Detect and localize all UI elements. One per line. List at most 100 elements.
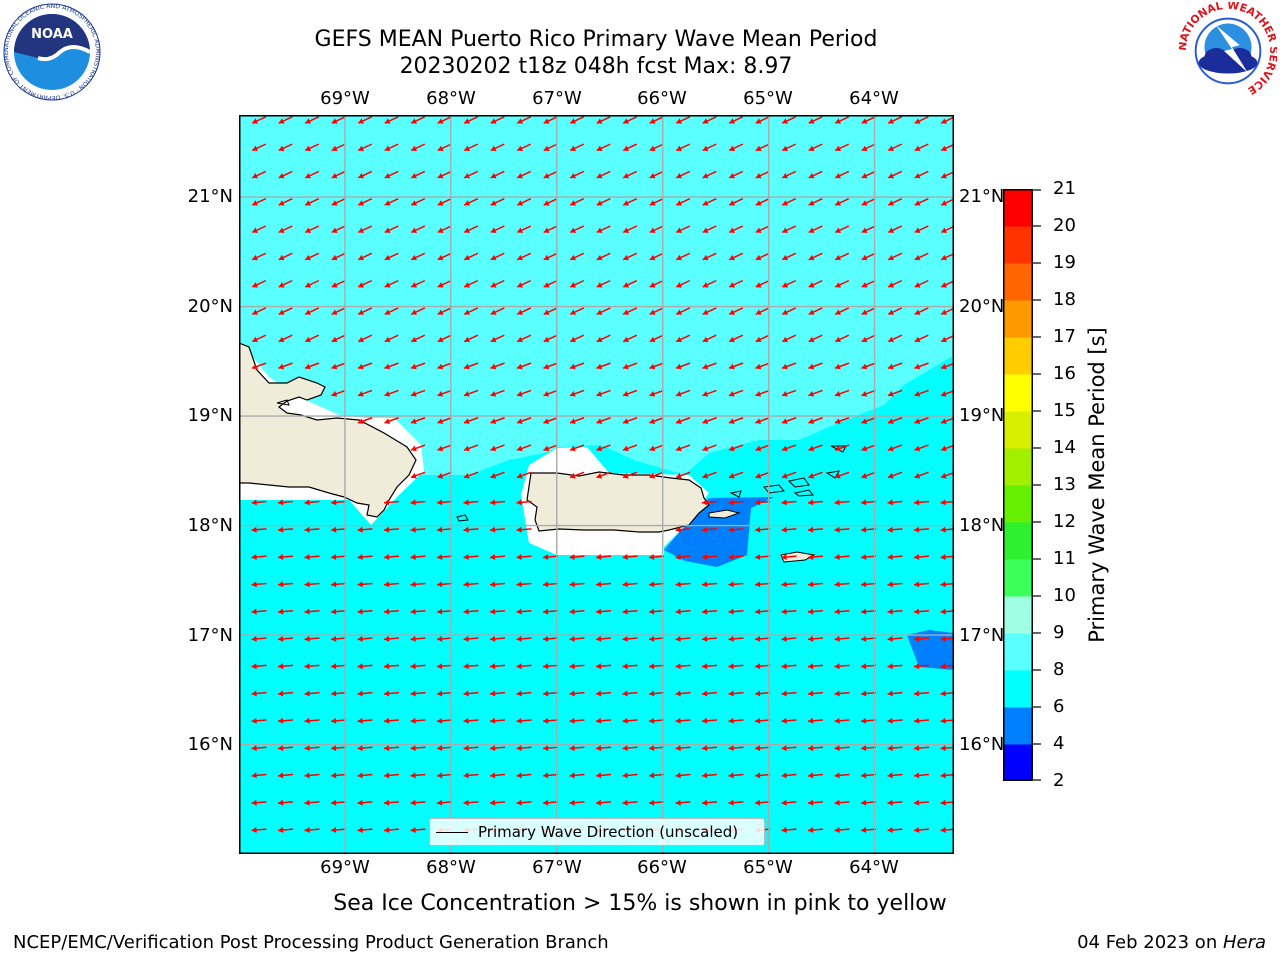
wave-arrow [384, 225, 399, 234]
wave-arrow [807, 827, 824, 834]
wave-arrow [596, 307, 611, 315]
wave-arrow [437, 170, 452, 179]
wave-arrow [728, 116, 744, 124]
wave-arrow [834, 279, 850, 288]
wave-arrow [781, 116, 797, 124]
wave-arrow [675, 198, 691, 206]
colorbar-segment [1003, 596, 1033, 634]
wave-arrow [304, 170, 320, 179]
wave-arrow [807, 581, 824, 588]
wave-arrow [834, 444, 850, 452]
colorbar-tick-label: 8 [1053, 659, 1065, 680]
wave-arrow [437, 143, 452, 152]
wave-arrow [569, 471, 585, 479]
wave-arrow [383, 554, 400, 561]
wave-arrow [807, 554, 824, 561]
wave-arrow [383, 799, 400, 806]
wave-arrow [675, 252, 691, 261]
wave-arrow [569, 690, 585, 697]
wave-arrow [595, 581, 612, 588]
wave-arrow [463, 170, 479, 179]
wave-arrow [596, 116, 611, 124]
map-legend: Primary Wave Direction (unscaled) [429, 818, 765, 846]
wave-arrow [914, 307, 929, 315]
wave-arrow [728, 554, 744, 561]
colorbar-tick-label: 11 [1053, 548, 1076, 569]
wave-arrow [278, 334, 293, 343]
wave-arrow [596, 389, 611, 397]
wave-arrow [887, 170, 903, 179]
wave-arrow [516, 116, 532, 124]
wave-arrow [781, 362, 797, 370]
wave-arrow [277, 499, 294, 506]
wave-arrow [754, 499, 771, 506]
colorbar-segment [1003, 522, 1033, 560]
wave-arrow [702, 116, 717, 124]
wave-arrow [675, 307, 691, 315]
wave-arrow [410, 745, 426, 752]
wave-arrow [702, 417, 717, 424]
wave-arrow [808, 471, 823, 479]
wave-arrow [489, 799, 506, 806]
wave-arrow [251, 581, 267, 588]
wave-arrow [410, 581, 426, 588]
wave-arrow [754, 554, 771, 561]
wave-arrow [861, 116, 876, 124]
wave-arrow [887, 444, 903, 452]
lat-tick-right: 17°N [959, 625, 1005, 646]
wave-arrow [251, 170, 267, 179]
wave-arrow [543, 170, 558, 179]
wave-arrow [516, 471, 532, 479]
wave-arrow [648, 690, 665, 697]
lat-tick-left: 20°N [187, 296, 233, 317]
wave-arrow [702, 279, 717, 288]
wave-arrow [887, 471, 903, 479]
wave-arrow [490, 198, 505, 206]
wave-arrow [437, 198, 452, 206]
wave-arrow [622, 307, 638, 315]
wave-arrow [834, 417, 850, 424]
wave-arrow [754, 690, 771, 697]
wave-arrow [755, 198, 770, 206]
wave-arrow [331, 198, 346, 206]
wave-arrow [304, 116, 320, 124]
wave-arrow [490, 279, 505, 288]
wave-arrow [649, 389, 664, 397]
wave-arrow [754, 772, 771, 779]
wave-period-map [239, 115, 954, 854]
wave-arrow [383, 663, 400, 670]
wave-arrow [808, 389, 823, 397]
wave-arrow [595, 772, 612, 779]
wave-arrow [834, 608, 850, 615]
wave-arrow [914, 471, 929, 479]
wave-arrow [834, 799, 850, 806]
wave-arrow [277, 663, 294, 670]
wave-arrow [861, 389, 876, 397]
wave-arrow [728, 252, 744, 261]
wave-arrow [675, 279, 691, 288]
wave-arrow [330, 745, 347, 752]
wave-arrow [251, 116, 267, 124]
wave-arrow [251, 143, 267, 152]
wave-arrow [702, 389, 717, 397]
sea-ice-caption: Sea Ice Concentration > 15% is shown in … [333, 891, 947, 916]
wave-arrow [702, 334, 717, 343]
wave-arrow [463, 334, 479, 343]
colorbar-segment [1003, 448, 1033, 486]
wave-arrow [516, 143, 532, 152]
wave-arrow [781, 772, 797, 779]
wave-arrow [755, 362, 770, 370]
wave-arrow [277, 827, 294, 834]
wave-arrow [357, 417, 373, 424]
wave-arrow [887, 581, 903, 588]
wave-arrow [807, 772, 824, 779]
wave-arrow [860, 499, 877, 506]
wave-arrow [330, 799, 347, 806]
legend-line-swatch [436, 831, 468, 833]
wave-arrow [278, 116, 293, 124]
colorbar-tick-label: 4 [1053, 733, 1065, 754]
wave-arrow [331, 279, 346, 288]
wave-arrow [622, 554, 638, 561]
wave-arrow [596, 362, 611, 370]
